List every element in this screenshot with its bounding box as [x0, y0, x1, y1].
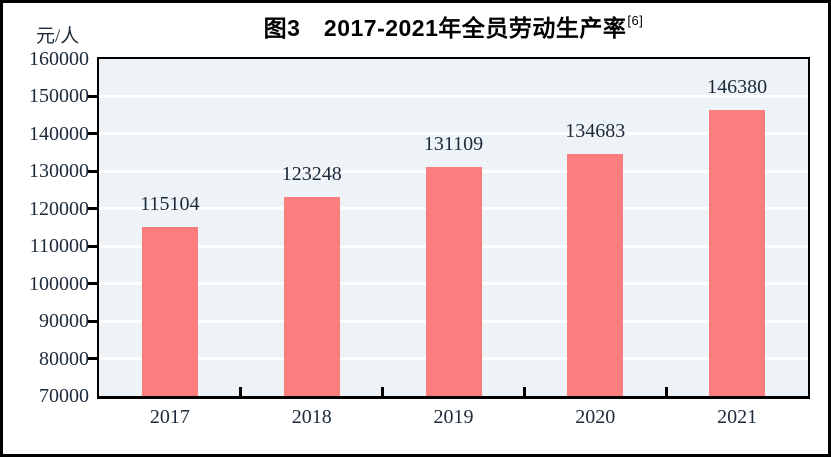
bar-value-label: 146380 [707, 75, 768, 98]
chart-title-footnote-ref: [6] [627, 13, 644, 29]
bar [425, 167, 482, 396]
x-axis-category-label: 2018 [291, 406, 332, 428]
bar-value-label: 123248 [281, 162, 342, 185]
bar-value-label: 115104 [140, 193, 200, 216]
y-axis-tick-label: 100000 [29, 272, 89, 295]
y-axis-tick-label: 150000 [29, 85, 89, 108]
x-axis-tick [664, 387, 668, 396]
plot-area: 115104 123248 131109 134683 146380 [97, 57, 810, 399]
y-axis-tick-label: 80000 [39, 347, 89, 370]
y-axis-tick-label: 140000 [29, 122, 89, 145]
x-axis-category-label: 2019 [433, 406, 474, 428]
y-axis-tick-label: 160000 [29, 48, 89, 70]
y-axis-tick [88, 94, 97, 98]
y-axis-tick [88, 132, 97, 136]
y-axis-tick [88, 357, 97, 361]
y-axis-tick-label: 70000 [39, 385, 89, 407]
y-axis-unit-label: 元/人 [36, 26, 80, 47]
y-axis-tick [88, 169, 97, 173]
bar [709, 110, 766, 396]
x-axis-category-label: 2021 [717, 406, 758, 428]
x-axis-labels: 2017 2018 2019 2020 2021 [99, 405, 808, 431]
x-axis-ticks-layer [99, 59, 808, 396]
bar [567, 153, 624, 396]
x-axis-tick [239, 387, 243, 396]
bar-value-label: 134683 [565, 119, 626, 142]
gridline [99, 94, 808, 98]
y-axis-tick-label: 90000 [39, 310, 89, 333]
y-axis-tick [88, 207, 97, 211]
chart-title: 图3 2017-2021年全员劳动生产率[6] [97, 9, 810, 43]
y-axis-tick-label: 120000 [29, 197, 89, 220]
x-axis-category-label: 2020 [575, 406, 616, 428]
y-axis-tick-label: 110000 [29, 235, 89, 258]
bars-layer: 115104 123248 131109 134683 146380 [99, 59, 808, 396]
gridline [99, 132, 808, 136]
chart-title-text: 图3 2017-2021年全员劳动生产率 [263, 15, 627, 41]
x-axis-tick [522, 387, 526, 396]
y-axis-tick [88, 319, 97, 323]
y-axis-tick-label: 130000 [29, 160, 89, 183]
bar [283, 196, 340, 396]
y-axis-tick [88, 282, 97, 286]
x-axis-tick [381, 387, 385, 396]
bar [141, 227, 198, 396]
y-axis-tick [88, 244, 97, 248]
x-axis-category-label: 2017 [149, 406, 190, 428]
bar-value-label: 131109 [423, 133, 484, 156]
